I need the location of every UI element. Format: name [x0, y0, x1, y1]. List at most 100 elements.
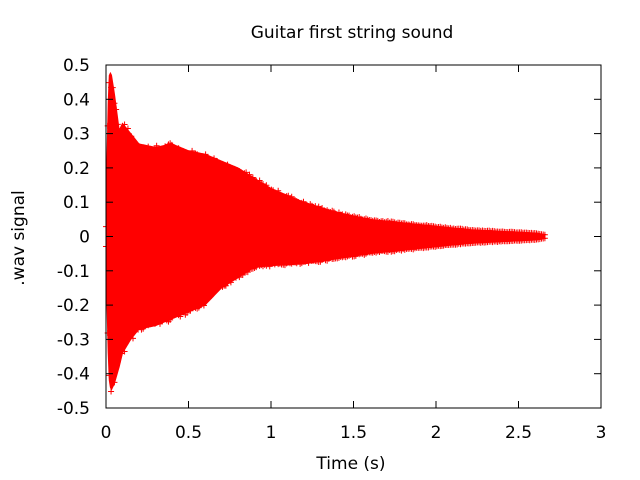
data-point-marker	[200, 302, 207, 309]
x-tick-label: 0	[101, 423, 112, 443]
data-point-marker	[194, 151, 201, 158]
x-axis-title: Time (s)	[315, 454, 385, 474]
data-point-marker	[217, 160, 224, 167]
data-point-marker	[256, 177, 263, 184]
data-point-marker	[148, 315, 155, 322]
data-point-marker	[160, 148, 167, 155]
data-point-marker	[195, 304, 202, 311]
data-point-marker	[266, 263, 273, 270]
data-point-marker	[209, 159, 216, 166]
data-point-marker	[541, 235, 548, 242]
data-point-marker	[202, 151, 209, 158]
data-point-marker	[270, 187, 277, 194]
data-point-marker	[162, 311, 169, 318]
data-point-marker	[187, 307, 194, 314]
plot-area	[103, 71, 548, 395]
data-point-marker	[146, 150, 153, 157]
data-point-marker	[163, 148, 170, 155]
data-point-marker	[123, 338, 130, 345]
y-tick-label: 0.5	[63, 56, 90, 76]
data-point-marker	[114, 358, 121, 365]
x-tick-label: 3	[596, 423, 607, 443]
data-point-marker	[190, 157, 197, 164]
data-point-marker	[133, 140, 140, 147]
data-point-marker	[148, 147, 155, 154]
chart-title: Guitar first string sound	[251, 23, 454, 43]
data-point-marker	[151, 145, 158, 152]
data-point-marker	[243, 169, 250, 176]
data-point-marker	[238, 169, 245, 176]
data-point-marker	[184, 309, 191, 316]
data-point-marker	[185, 150, 192, 157]
data-point-marker	[211, 155, 218, 162]
x-tick-label: 2.5	[505, 423, 532, 443]
y-tick-label: -0.3	[57, 330, 90, 350]
x-tick-label: 1.5	[340, 423, 367, 443]
y-tick-label: 0.4	[63, 90, 90, 110]
data-point-marker	[190, 300, 197, 307]
data-point-marker	[224, 161, 231, 168]
data-point-marker	[239, 173, 246, 180]
data-point-marker	[219, 165, 226, 172]
data-point-marker	[244, 269, 251, 276]
y-tick-label: 0.3	[63, 125, 90, 145]
data-point-marker	[157, 320, 164, 327]
data-point-marker	[263, 182, 270, 189]
data-point-marker	[212, 161, 219, 168]
data-point-marker	[189, 147, 196, 154]
data-point-marker	[177, 313, 184, 320]
data-point-marker	[199, 158, 206, 165]
data-point-marker	[118, 126, 125, 133]
data-point-marker	[136, 320, 143, 327]
data-point-marker	[128, 133, 135, 140]
data-point-marker	[113, 106, 120, 113]
data-point-marker	[140, 325, 147, 332]
y-tick-label: -0.2	[57, 296, 90, 316]
data-point-marker	[111, 100, 118, 107]
data-point-marker	[288, 193, 295, 200]
y-tick-label: 0.1	[63, 193, 90, 213]
data-point-marker	[187, 155, 194, 162]
data-point-marker	[145, 322, 152, 329]
axis-ticks: 0 0.5 1 1.5 2 2.5 3 0.5 0.4 0.3 0.2 0.1 0 -0.1 -0.2 -0.…	[57, 56, 607, 443]
data-point-marker	[162, 143, 169, 150]
data-point-marker	[275, 187, 282, 194]
data-point-marker	[130, 335, 137, 342]
data-point-marker	[111, 379, 118, 386]
x-tick-label: 2	[431, 423, 442, 443]
data-point-marker	[145, 143, 152, 150]
y-axis-title: .wav signal	[9, 190, 29, 285]
data-point-marker	[246, 171, 253, 178]
data-point-marker	[119, 129, 126, 136]
data-point-marker	[168, 313, 175, 320]
y-tick-label: -0.4	[57, 365, 90, 385]
data-point-marker	[150, 152, 157, 159]
data-point-marker	[136, 146, 143, 153]
data-point-marker	[128, 328, 135, 335]
data-point-marker	[121, 348, 128, 355]
data-point-marker	[285, 192, 292, 199]
y-tick-label: 0	[79, 228, 90, 248]
data-point-marker	[106, 79, 113, 86]
data-point-marker	[108, 388, 115, 395]
data-point-marker	[180, 148, 187, 155]
data-point-marker	[177, 150, 184, 157]
y-tick-label: 0.2	[63, 159, 90, 179]
data-point-marker	[199, 296, 206, 303]
data-point-marker	[121, 121, 128, 128]
data-point-marker	[151, 320, 158, 327]
data-point-marker	[153, 142, 160, 149]
data-point-marker	[114, 121, 121, 128]
data-point-marker	[109, 84, 116, 91]
data-point-marker	[227, 279, 234, 286]
data-point-marker	[175, 145, 182, 152]
y-tick-label: -0.1	[57, 262, 90, 282]
y-tick-label: -0.5	[57, 399, 90, 419]
data-point-marker	[124, 125, 131, 132]
data-point-marker	[118, 350, 125, 357]
data-point-marker	[173, 149, 180, 156]
data-point-marker	[126, 334, 133, 341]
data-point-marker	[236, 274, 243, 281]
x-tick-label: 0.5	[175, 423, 202, 443]
